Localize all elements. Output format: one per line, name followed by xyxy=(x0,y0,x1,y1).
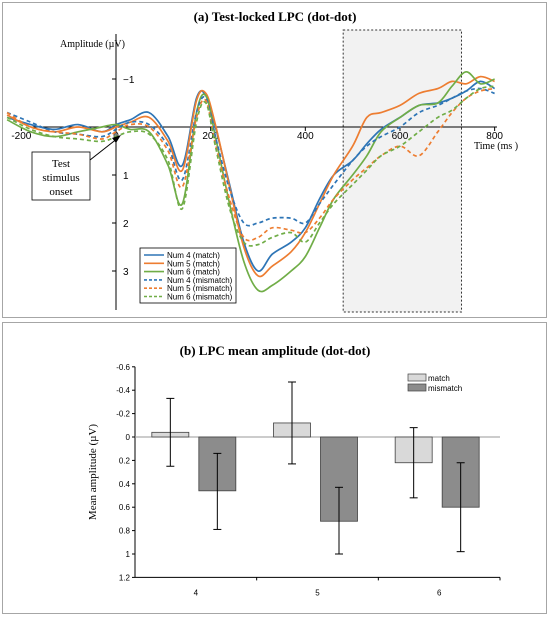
chart-a-title: (a) Test-locked LPC (dot-dot) xyxy=(194,9,357,24)
chart-b-y-tick-label: 0.4 xyxy=(119,480,131,489)
chart-a-x-tick-label: 600 xyxy=(392,131,409,142)
chart-b-y-tick-label: 1 xyxy=(126,550,131,559)
legend-label-match: match xyxy=(428,374,450,383)
analysis-window-rect xyxy=(342,29,463,313)
chart-a-y-tick-label: 3 xyxy=(123,267,129,278)
legend-label: Num 6 (match) xyxy=(167,268,220,277)
series-line-num-6-match xyxy=(6,70,495,293)
chart-a-ylabel: Amplitude (µV) xyxy=(60,39,125,50)
legend-swatch-match xyxy=(407,373,427,382)
onset-arrow xyxy=(89,137,119,161)
chart-b-y-tick-label: 0.8 xyxy=(119,527,131,536)
onset-annotation-line-3: onset xyxy=(49,186,72,198)
chart-b-y-tick-label: -0.2 xyxy=(116,410,130,419)
chart-a-y-tick-label: −1 xyxy=(123,75,135,86)
chart-a-x-tick-label: -200 xyxy=(11,131,31,142)
legend-label: Num 6 (mismatch) xyxy=(167,293,233,302)
chart-b-y-tick-label: 0.6 xyxy=(119,503,131,512)
series-line-num-4-mismatch xyxy=(6,87,495,227)
chart-b-y-tick-label: -0.4 xyxy=(116,386,130,395)
onset-annotation-line-1: Test xyxy=(52,158,70,170)
chart-a-y-tick-label: 2 xyxy=(123,219,129,230)
onset-arrow-head xyxy=(112,135,121,143)
chart-b-x-tick-label: 6 xyxy=(437,588,442,597)
legend-swatch-mismatch xyxy=(407,383,427,392)
chart-a-x-tick-label: 400 xyxy=(297,131,314,142)
legend-label: Num 4 (match) xyxy=(167,251,220,260)
chart-a-xlabel: Time (ms ) xyxy=(474,141,518,152)
onset-annotation-box xyxy=(31,151,91,201)
chart-a-series xyxy=(6,70,496,293)
chart-a-legend: Num 4 (match)Num 5 (match)Num 6 (match)N… xyxy=(139,247,237,304)
legend-label: Num 5 (mismatch) xyxy=(167,284,233,293)
chart-b-y-tick-label: 1.2 xyxy=(119,573,131,582)
chart-b-y-tick-label: -0.6 xyxy=(116,363,130,372)
legend-label: Num 4 (mismatch) xyxy=(167,276,233,285)
chart-b-title: (b) LPC mean amplitude (dot-dot) xyxy=(180,343,371,358)
chart-b-x-tick-label: 4 xyxy=(194,588,199,597)
chart-b-y-tick-label: 0.2 xyxy=(119,456,131,465)
chart-b-bars xyxy=(151,381,480,555)
chart-b-x-tick-label: 5 xyxy=(315,588,320,597)
chart-a-x-tick-label: 200 xyxy=(202,131,219,142)
series-line-num-5-match xyxy=(6,75,495,278)
chart-a-y-tick-label: 1 xyxy=(123,171,129,182)
chart-b-axes: -0.6 -0.4 -0.2 0 0.2 0.4 0.6 0.8 1 1.2 4 5 6 xyxy=(116,363,501,597)
onset-annotation-line-2: stimulus xyxy=(42,172,79,184)
series-line-num-6-mismatch xyxy=(6,85,495,247)
chart-b-y-tick-label: 0 xyxy=(126,433,131,442)
chart-b-ylabel: Mean amplitude (µV) xyxy=(87,424,99,520)
legend-label: Num 5 (match) xyxy=(167,259,220,268)
chart-a-legend-box xyxy=(139,247,237,304)
chart-a-x-tick-label: 800 xyxy=(486,131,503,142)
analysis-window xyxy=(342,29,463,313)
legend-label-mismatch: mismatch xyxy=(428,384,462,393)
onset-annotation: Test stimulus onset xyxy=(31,135,121,201)
